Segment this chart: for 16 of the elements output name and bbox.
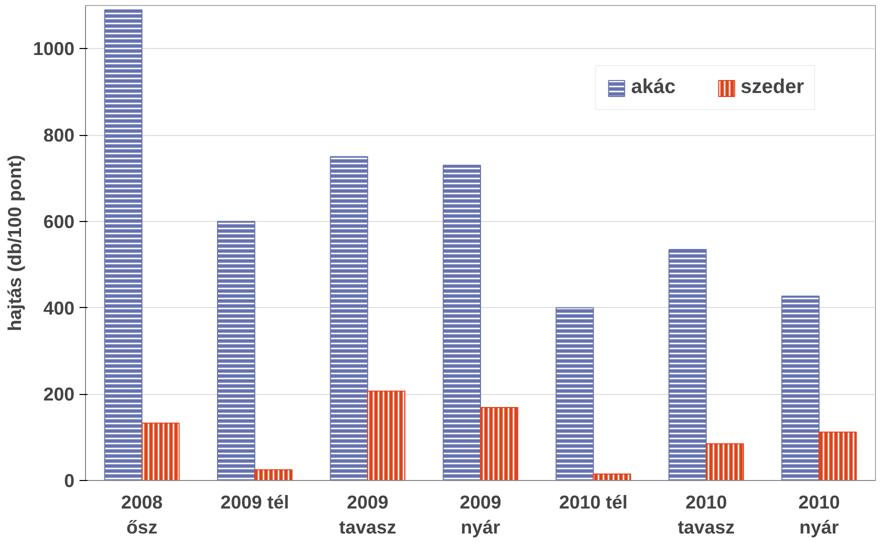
x-tick-label: 2009 nyár xyxy=(460,492,502,538)
x-tick-label: 2008 ősz xyxy=(121,492,163,538)
y-axis-title: hajtás (db/100 pont) xyxy=(4,154,25,332)
x-tick-label: 2009 tél xyxy=(220,492,290,512)
y-tick-label: 0 xyxy=(64,470,75,491)
y-tick-label: 200 xyxy=(43,384,75,405)
y-tick-label: 1000 xyxy=(32,38,75,60)
x-tick-label: 2010 nyár xyxy=(798,492,840,538)
legend-label: szeder xyxy=(740,76,804,99)
y-tick-label: 600 xyxy=(43,210,75,232)
legend-label: akác xyxy=(631,76,676,99)
x-tick-label: 2010 tavasz xyxy=(678,492,735,538)
y-tick-label: 800 xyxy=(43,124,75,146)
x-tick-label: 2010 tél xyxy=(559,492,628,512)
x-tick-label: 2009 tavasz xyxy=(339,492,396,538)
y-tick-label: 400 xyxy=(43,297,75,318)
